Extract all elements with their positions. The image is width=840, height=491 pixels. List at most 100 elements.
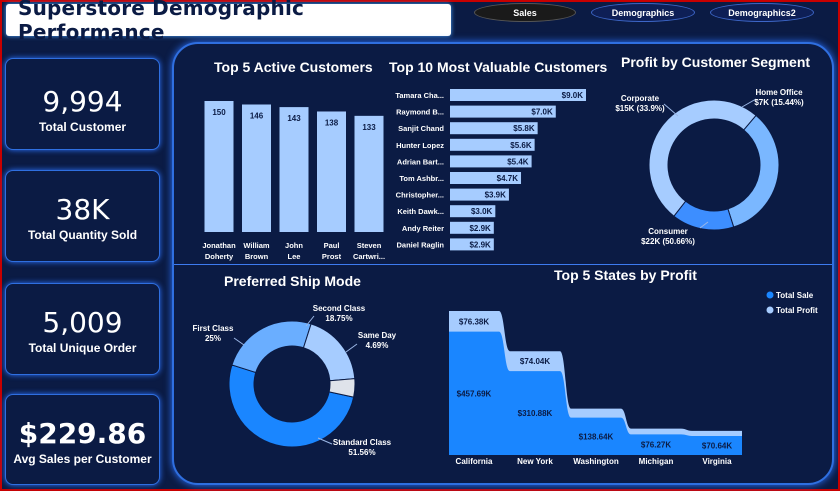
hbar-data-label: $2.9K — [469, 224, 491, 233]
segment-label-value: $15K (33.9%) — [615, 104, 665, 113]
legend-marker — [766, 306, 774, 314]
chart-title-active-customers: Top 5 Active Customers — [214, 59, 373, 75]
hbar-data-label: $5.4K — [507, 157, 529, 166]
hbar[interactable] — [450, 122, 538, 135]
hbar[interactable] — [450, 221, 494, 234]
segment-slice[interactable] — [727, 114, 780, 228]
sale-data-label: $138.64K — [579, 432, 614, 441]
sale-area[interactable] — [449, 331, 742, 455]
dashboard-title: Superstore Demographic Performance — [18, 0, 305, 44]
state-category-label: Michigan — [639, 457, 674, 466]
kpi-card-avg-sales: $229.86 Avg Sales per Customer — [5, 394, 160, 485]
hbar[interactable] — [450, 155, 532, 168]
shipmode-label-name: Second Class — [313, 304, 366, 313]
kpi-card-total-unique-order: 5,009 Total Unique Order — [5, 283, 160, 375]
leader-line — [699, 221, 709, 229]
hbar-category-label: Daniel Raglin — [396, 240, 444, 249]
kpi-card-total-quantity: 38K Total Quantity Sold — [5, 170, 160, 262]
hbar-data-label: $7.0K — [531, 108, 553, 117]
shipmode-slice[interactable] — [231, 320, 312, 374]
hbar-category-label: Hunter Lopez — [396, 141, 444, 150]
segment-slice[interactable] — [648, 99, 757, 217]
hbar-data-label: $5.6K — [510, 141, 532, 150]
shipmode-slice[interactable] — [228, 364, 355, 448]
profit-data-label: $76.38K — [459, 317, 489, 326]
hbar[interactable] — [450, 89, 586, 101]
segment-label-name: Consumer — [648, 227, 688, 236]
shipmode-slice[interactable] — [302, 323, 356, 382]
legend-label: Total Profit — [776, 306, 818, 315]
bar-category-label: William — [243, 241, 270, 250]
hbar-data-label: $3.0K — [471, 207, 493, 216]
hbar[interactable] — [450, 188, 509, 201]
bar[interactable] — [279, 107, 309, 232]
kpi-label: Avg Sales per Customer — [13, 452, 152, 466]
kpi-label: Total Quantity Sold — [27, 228, 138, 242]
sale-data-label: $457.69K — [457, 389, 492, 398]
bar[interactable] — [242, 104, 271, 232]
dashboard-title-box: Superstore Demographic Performance — [6, 0, 451, 44]
nav-button-demographics[interactable]: Demographics — [591, 3, 695, 22]
chart-title-states-profit: Top 5 States by Profit — [554, 267, 697, 283]
hbar-data-label: $9.0K — [562, 91, 584, 100]
hbar-category-label: Adrian Bart... — [397, 157, 444, 166]
leader-line — [663, 103, 679, 117]
shipmode-label-name: Standard Class — [333, 438, 392, 447]
hbar[interactable] — [450, 238, 494, 251]
shipmode-label-value: 51.56% — [348, 448, 375, 457]
legend-label: Total Sale — [776, 291, 814, 300]
shipmode-label-value: 4.69% — [366, 341, 389, 350]
nav-button-sales[interactable]: Sales — [474, 3, 576, 22]
kpi-card-total-customer: 9,994 Total Customer — [5, 58, 160, 150]
hbar-category-label: Andy Reiter — [402, 224, 444, 233]
bar-category-label: Jonathan — [202, 241, 236, 250]
leader-line — [305, 315, 315, 327]
hbar-category-label: Christopher... — [396, 191, 444, 200]
bar-category-label: Paul — [324, 241, 340, 250]
hbar-category-label: Tamara Cha... — [395, 91, 444, 100]
hbar[interactable] — [450, 205, 496, 218]
hbar[interactable] — [450, 105, 556, 118]
leader-line — [317, 437, 333, 445]
bar[interactable] — [204, 101, 234, 232]
bar[interactable] — [317, 111, 346, 232]
hbar-category-label: Tom Ashbr... — [399, 174, 444, 183]
segment-label-value: $22K (50.66%) — [641, 237, 695, 246]
segment-label-value: $7K (15.44%) — [754, 98, 804, 107]
shipmode-label-name: Same Day — [358, 331, 397, 340]
hbar-category-label: Sanjit Chand — [398, 124, 444, 133]
kpi-value: 9,994 — [42, 85, 123, 118]
hbar[interactable] — [450, 172, 522, 184]
hbar-data-label: $4.7K — [497, 174, 519, 183]
state-category-label: New York — [517, 457, 553, 466]
shipmode-slice[interactable] — [328, 378, 356, 398]
profit-data-label: $74.04K — [520, 357, 550, 366]
state-category-label: Virginia — [702, 457, 732, 466]
kpi-label: Total Customer — [38, 120, 127, 134]
chart-title-profit-segment: Profit by Customer Segment — [621, 54, 811, 70]
hbar-data-label: $5.8K — [513, 124, 535, 133]
shipmode-label-value: 18.75% — [325, 314, 352, 323]
bar-category-label: Lee — [288, 252, 301, 261]
hbar-category-label: Keith Dawk... — [397, 207, 444, 216]
leader-line — [345, 343, 358, 353]
shipmode-label-name: First Class — [193, 324, 234, 333]
sale-data-label: $70.64K — [702, 441, 732, 450]
panel-divider — [174, 264, 832, 265]
bar[interactable] — [354, 115, 384, 232]
hbar[interactable] — [450, 138, 535, 151]
chart-title-valuable-customers: Top 10 Most Valuable Customers — [389, 59, 608, 75]
state-category-label: California — [456, 457, 493, 466]
kpi-value: $229.86 — [18, 417, 147, 450]
leader-line — [233, 337, 245, 346]
segment-label-name: Home Office — [755, 88, 803, 97]
shipmode-label-value: 25% — [205, 334, 221, 343]
kpi-label: Total Unique Order — [28, 341, 137, 355]
nav-button-demographics2[interactable]: Demographics2 — [710, 3, 814, 22]
kpi-value: 38K — [55, 193, 110, 226]
bar-category-label: Steven — [357, 241, 382, 250]
segment-slice[interactable] — [673, 200, 735, 231]
kpi-value: 5,009 — [42, 306, 123, 339]
bar-data-label: 143 — [287, 114, 301, 123]
